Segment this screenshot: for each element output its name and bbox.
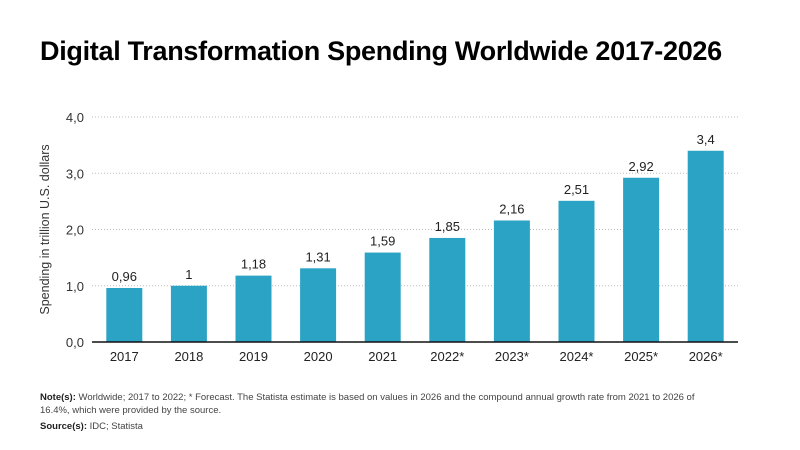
x-tick-label: 2019 xyxy=(239,349,268,364)
data-label: 2,16 xyxy=(499,202,524,217)
data-label: 1,18 xyxy=(241,257,266,272)
y-tick-label: 0,0 xyxy=(66,335,84,350)
x-tick-label: 2024* xyxy=(560,349,594,364)
bar-2026* xyxy=(687,150,724,342)
x-tick-label: 2020 xyxy=(304,349,333,364)
chart-title: Digital Transformation Spending Worldwid… xyxy=(40,36,722,66)
source-text: IDC; Statista xyxy=(86,421,143,432)
data-label: 2,92 xyxy=(628,159,653,174)
note-text: Worldwide; 2017 to 2022; * Forecast. The… xyxy=(40,392,695,416)
bar-2023* xyxy=(493,220,530,342)
x-tick-label: 2018 xyxy=(174,349,203,364)
bar-2024* xyxy=(558,200,595,342)
data-label: 1 xyxy=(185,267,192,282)
bar-2018 xyxy=(170,285,207,342)
x-tick-label: 2026* xyxy=(689,349,723,364)
data-label: 1,59 xyxy=(370,234,395,249)
bar-2020 xyxy=(300,268,337,342)
x-tick-label: 2021 xyxy=(368,349,397,364)
y-axis-label: Spending in trillion U.S. dollars xyxy=(38,144,52,314)
source: Source(s): IDC; Statista xyxy=(40,420,720,433)
data-label: 1,85 xyxy=(435,219,460,234)
y-tick-label: 1,0 xyxy=(66,279,84,294)
x-tick-label: 2017 xyxy=(110,349,139,364)
bar-2019 xyxy=(235,275,272,342)
y-tick-label: 3,0 xyxy=(66,166,84,181)
bar-2025* xyxy=(623,177,660,342)
bar-2021 xyxy=(364,252,401,342)
note-label: Note(s): xyxy=(40,392,76,403)
bar-2022* xyxy=(429,237,466,342)
y-tick-label: 4,0 xyxy=(66,110,84,125)
data-label: 2,51 xyxy=(564,182,589,197)
data-label: 3,4 xyxy=(697,132,715,147)
bar-2017 xyxy=(106,288,143,342)
source-label: Source(s): xyxy=(40,421,87,432)
x-tick-label: 2023* xyxy=(495,349,529,364)
note: Note(s): Worldwide; 2017 to 2022; * Fore… xyxy=(40,391,720,417)
data-label: 1,31 xyxy=(305,249,330,264)
chart-notes: Note(s): Worldwide; 2017 to 2022; * Fore… xyxy=(40,391,720,433)
data-label: 0,96 xyxy=(112,269,137,284)
y-tick-label: 2,0 xyxy=(66,223,84,238)
x-tick-label: 2025* xyxy=(624,349,658,364)
x-tick-label: 2022* xyxy=(430,349,464,364)
